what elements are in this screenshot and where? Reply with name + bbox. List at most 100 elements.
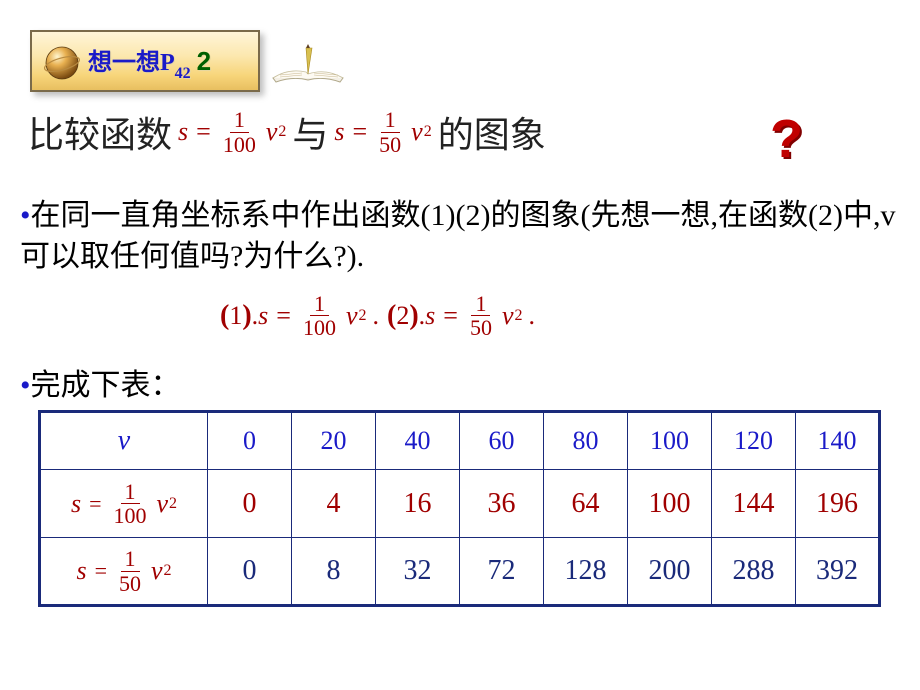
table-header-cell: 100 xyxy=(628,412,712,470)
r2-sq: 2 xyxy=(164,562,172,580)
table-header-cell: 0 xyxy=(208,412,292,470)
para2-bullet: • xyxy=(20,369,31,402)
eqline-eq1: s = 1 100 v2 xyxy=(258,292,366,339)
eq2-frac: 1 50 xyxy=(375,108,405,155)
r2c6: 288 xyxy=(733,555,775,586)
eq-label-dot3: . xyxy=(529,301,536,331)
eq1-bot: 100 xyxy=(219,133,260,156)
r1c6: 144 xyxy=(733,488,775,519)
table-header-cell: 140 xyxy=(796,412,880,470)
table-cell: 392 xyxy=(796,538,880,606)
paragraph-1: •在同一直角坐标系中作出函数(1)(2)的图象(先想一想,在函数(2)中,v可以… xyxy=(20,196,900,277)
r2c4: 128 xyxy=(565,555,607,586)
eq1-s: s xyxy=(178,117,188,147)
think-box: 想一想P42 2 xyxy=(30,30,260,92)
h2: 40 xyxy=(405,426,431,455)
r1c1: 4 xyxy=(327,488,341,519)
r1-s: s xyxy=(71,489,81,519)
table-header-cell: 120 xyxy=(712,412,796,470)
eq1-equal: = xyxy=(196,117,211,147)
para2-text: 完成下表： xyxy=(31,369,181,402)
compare-line: 比较函数 s = 1 100 v2 与 s = 1 50 v2 的图象 xyxy=(28,106,546,158)
r2c5: 200 xyxy=(649,555,691,586)
eq2-v: v xyxy=(411,117,423,147)
h0: 0 xyxy=(243,426,256,455)
eq2-bot: 50 xyxy=(375,133,405,156)
table-cell: 0 xyxy=(208,470,292,538)
table-v-label: v xyxy=(40,412,208,470)
eq2-top: 1 xyxy=(381,108,400,132)
el1-eq: = xyxy=(276,301,291,331)
compare-pre: 比较函数 xyxy=(28,106,172,158)
r1-v: v xyxy=(157,489,169,519)
table-row-2: s = 1 50 v2 0 8 32 72 128 200 288 392 xyxy=(40,538,880,606)
table-cell: 196 xyxy=(796,470,880,538)
h6: 120 xyxy=(734,426,773,455)
h1: 20 xyxy=(321,426,347,455)
r2c2: 32 xyxy=(404,555,432,586)
r2c7: 392 xyxy=(816,555,858,586)
el1-frac: 1 100 xyxy=(299,292,340,339)
r1-bot: 100 xyxy=(110,504,151,527)
para1-bullet: • xyxy=(20,199,31,232)
el2-bot: 50 xyxy=(466,316,496,339)
table-cell: 100 xyxy=(628,470,712,538)
r2-v: v xyxy=(151,556,163,586)
r1c7: 196 xyxy=(816,488,858,519)
r1-frac: 1 100 xyxy=(110,480,151,527)
p2-close: ) xyxy=(409,300,418,332)
compare-eq2: s = 1 50 v2 xyxy=(334,108,431,155)
row1-label-cell: s = 1 100 v2 xyxy=(40,470,208,538)
el1-sq: 2 xyxy=(359,307,367,325)
eq2-equal: = xyxy=(353,117,368,147)
table-cell: 64 xyxy=(544,470,628,538)
sphere-icon xyxy=(42,41,82,81)
question-mark-icon: ? xyxy=(770,108,803,170)
table-cell: 288 xyxy=(712,538,796,606)
table-header-cell: 80 xyxy=(544,412,628,470)
el1-s: s xyxy=(258,301,268,331)
p2-num: 2 xyxy=(396,301,409,331)
equation-line: (1) . s = 1 100 v2 . (2) . s = 1 50 v2 . xyxy=(220,292,535,339)
eq2-sq: 2 xyxy=(424,123,432,141)
r1-top: 1 xyxy=(121,480,140,504)
r2-eq: = xyxy=(95,558,107,584)
compare-mid: 与 xyxy=(292,106,328,158)
row1-label: s = 1 100 v2 xyxy=(47,480,201,527)
r1c0: 0 xyxy=(243,488,257,519)
v-label: v xyxy=(118,425,130,456)
row2-label-cell: s = 1 50 v2 xyxy=(40,538,208,606)
el2-s: s xyxy=(425,301,435,331)
r1c2: 16 xyxy=(404,488,432,519)
eq1-frac: 1 100 xyxy=(219,108,260,155)
el2-v: v xyxy=(502,301,514,331)
r2-s: s xyxy=(76,556,86,586)
eq1-v: v xyxy=(266,117,278,147)
table-row-1: s = 1 100 v2 0 4 16 36 64 100 144 196 xyxy=(40,470,880,538)
compare-eq1: s = 1 100 v2 xyxy=(178,108,286,155)
r2-top: 1 xyxy=(121,547,140,571)
think-text-sub: 42 xyxy=(175,65,191,82)
h7: 140 xyxy=(818,426,857,455)
r1c3: 36 xyxy=(488,488,516,519)
p1-close: ) xyxy=(242,300,251,332)
table-cell: 128 xyxy=(544,538,628,606)
p1-num: 1 xyxy=(229,301,242,331)
compare-post: 的图象 xyxy=(438,106,546,158)
p1-open: ( xyxy=(220,300,229,332)
paragraph-2: •完成下表： xyxy=(20,360,181,404)
eqline-eq2: s = 1 50 v2 xyxy=(425,292,522,339)
table-cell: 8 xyxy=(292,538,376,606)
table-cell: 32 xyxy=(376,538,460,606)
eq1-sq: 2 xyxy=(278,123,286,141)
r1c4: 64 xyxy=(572,488,600,519)
p2-open: ( xyxy=(387,300,396,332)
r2c3: 72 xyxy=(488,555,516,586)
el2-sq: 2 xyxy=(515,307,523,325)
el2-frac: 1 50 xyxy=(466,292,496,339)
para1-text: 在同一直角坐标系中作出函数(1)(2)的图象(先想一想,在函数(2)中,v可以取… xyxy=(20,199,895,273)
table-cell: 0 xyxy=(208,538,292,606)
r2c0: 0 xyxy=(243,555,257,586)
row2-label: s = 1 50 v2 xyxy=(47,547,201,594)
table-cell: 4 xyxy=(292,470,376,538)
